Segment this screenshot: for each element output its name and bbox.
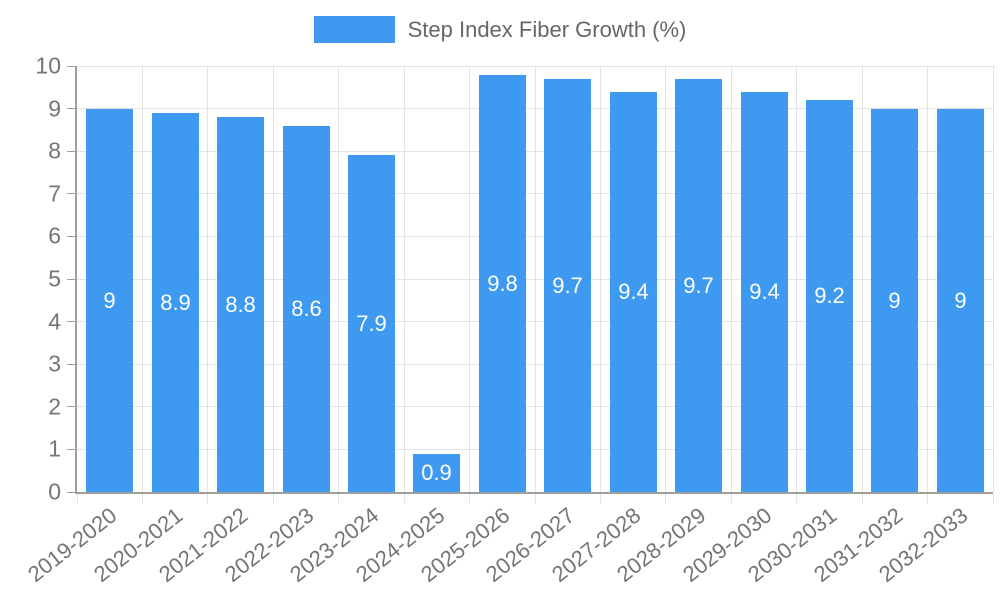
x-tick-mark xyxy=(992,494,994,503)
y-tick-mark xyxy=(67,491,75,493)
x-gridline xyxy=(599,66,601,492)
x-gridline xyxy=(992,66,994,492)
bar-value-label: 9.2 xyxy=(814,283,845,308)
bar-value-label: 9 xyxy=(954,287,967,313)
bar-2020-2021[interactable]: 8.9 xyxy=(152,113,199,492)
x-tick-mark xyxy=(207,494,209,503)
bar-value-label: 9.4 xyxy=(749,279,780,304)
y-axis-tick-label: 3 xyxy=(48,350,61,377)
bar-value-label: 9.7 xyxy=(552,272,583,298)
bar-2025-2026[interactable]: 9.8 xyxy=(479,75,526,492)
bar-2032-2033[interactable]: 9 xyxy=(937,109,984,492)
y-axis-tick-label: 4 xyxy=(48,308,61,335)
x-gridline xyxy=(338,66,340,492)
legend-swatch xyxy=(313,16,395,43)
x-tick-mark xyxy=(927,494,929,503)
bar-value-label: 9.7 xyxy=(683,272,714,298)
bar-value-label: 9 xyxy=(103,287,116,313)
bar-2024-2025[interactable]: 0.9 xyxy=(413,454,460,492)
bar-value-label: 8.8 xyxy=(225,291,256,317)
x-gridline xyxy=(534,66,536,492)
y-axis-tick-label: 1 xyxy=(48,435,61,462)
y-axis-tick-label: 9 xyxy=(48,95,61,122)
y-axis-tick-label: 10 xyxy=(35,52,61,79)
y-axis-tick-label: 7 xyxy=(48,180,61,207)
x-tick-mark xyxy=(272,494,274,503)
y-tick-mark xyxy=(67,150,75,152)
x-axis-line xyxy=(75,492,993,494)
bar-value-label: 8.9 xyxy=(160,289,191,315)
x-tick-mark xyxy=(534,494,536,503)
x-tick-mark xyxy=(730,494,732,503)
y-axis-tick-label: 6 xyxy=(48,222,61,249)
x-gridline xyxy=(469,66,471,492)
x-gridline xyxy=(272,66,274,492)
x-tick-mark xyxy=(599,494,601,503)
bar-2019-2020[interactable]: 9 xyxy=(86,109,133,492)
y-tick-mark xyxy=(67,448,75,450)
x-gridline xyxy=(927,66,929,492)
chart-legend[interactable]: Step Index Fiber Growth (%) xyxy=(0,16,1000,43)
x-tick-mark xyxy=(76,494,78,503)
x-gridline xyxy=(665,66,667,492)
bar-2031-2032[interactable]: 9 xyxy=(871,109,918,492)
y-tick-mark xyxy=(67,363,75,365)
x-gridline xyxy=(796,66,798,492)
x-gridline xyxy=(403,66,405,492)
y-tick-mark xyxy=(67,65,75,67)
bar-value-label: 8.6 xyxy=(291,296,322,321)
x-gridline xyxy=(730,66,732,492)
bar-2022-2023[interactable]: 8.6 xyxy=(283,126,330,492)
bar-2021-2022[interactable]: 8.8 xyxy=(217,117,264,492)
bar-value-label: 9 xyxy=(888,287,901,313)
x-tick-mark xyxy=(141,494,143,503)
y-tick-mark xyxy=(67,278,75,280)
x-tick-mark xyxy=(469,494,471,503)
plot-area: 0 1 2 3 4 5 6 7 8 9 10 9 8.9 8.8 8.6 7.9 0.9 9.8 9.7 9.4 9.7… xyxy=(24,54,994,587)
bar-2029-2030[interactable]: 9.4 xyxy=(741,92,788,492)
bar-value-label: 9.8 xyxy=(487,270,518,296)
x-tick-mark xyxy=(338,494,340,503)
bar-2023-2024[interactable]: 7.9 xyxy=(348,155,395,492)
y-tick-mark xyxy=(67,321,75,323)
x-tick-mark xyxy=(403,494,405,503)
bar-value-label: 9.4 xyxy=(618,279,649,304)
bar-value-label: 0.9 xyxy=(421,460,452,485)
x-tick-mark xyxy=(665,494,667,503)
y-tick-mark xyxy=(67,406,75,408)
bar-2030-2031[interactable]: 9.2 xyxy=(806,100,853,492)
y-tick-mark xyxy=(67,108,75,110)
x-gridline xyxy=(861,66,863,492)
y-tick-mark xyxy=(67,235,75,237)
x-tick-mark xyxy=(861,494,863,503)
y-tick-mark xyxy=(67,193,75,195)
y-axis-tick-label: 5 xyxy=(48,265,61,292)
y-axis-tick-label: 8 xyxy=(48,137,61,164)
bar-value-label: 7.9 xyxy=(356,310,387,336)
bar-2028-2029[interactable]: 9.7 xyxy=(675,79,722,492)
x-gridline xyxy=(207,66,209,492)
x-gridline xyxy=(141,66,143,492)
bar-2026-2027[interactable]: 9.7 xyxy=(544,79,591,492)
legend-label: Step Index Fiber Growth (%) xyxy=(407,17,687,42)
y-axis-tick-label: 2 xyxy=(48,393,61,420)
x-tick-mark xyxy=(796,494,798,503)
bar-2027-2028[interactable]: 9.4 xyxy=(610,92,657,492)
y-axis-tick-label: 0 xyxy=(48,478,61,505)
y-axis-line xyxy=(75,66,77,492)
